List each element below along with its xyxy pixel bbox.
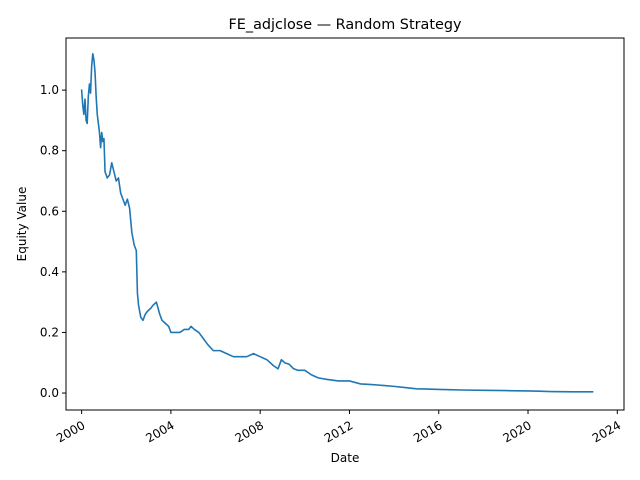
axes-frame	[65, 37, 625, 411]
y-axis-ticks: 0.0 0.2 0.4 0.6 0.8 1.0	[40, 83, 66, 400]
chart-title: FE_adjclose — Random Strategy	[229, 17, 462, 33]
series-line-equity	[80, 52, 594, 393]
x-axis-label: Date	[331, 451, 360, 465]
y-tick-label: 1.0	[40, 83, 59, 97]
y-tick-label: 0.0	[40, 386, 59, 400]
y-tick-label: 0.4	[40, 265, 59, 279]
y-tick-label: 0.2	[40, 325, 59, 339]
y-tick-label: 0.6	[40, 204, 59, 218]
y-axis-label: Equity Value	[15, 187, 29, 262]
plot-lines	[80, 52, 594, 393]
y-tick-label: 0.8	[40, 144, 59, 158]
